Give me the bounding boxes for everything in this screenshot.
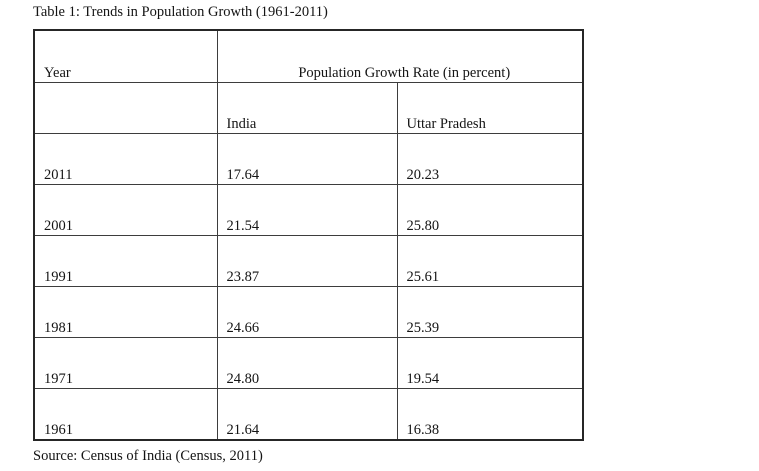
table-row: 1971 24.80 19.54	[35, 336, 582, 389]
table-header-row-secondary: India Uttar Pradesh	[35, 81, 582, 134]
population-growth-table-container: Year Population Growth Rate (in percent)…	[33, 29, 584, 441]
cell-year: 1991	[35, 234, 218, 287]
cell-year: 2001	[35, 183, 218, 236]
cell-india: 17.64	[216, 132, 398, 185]
column-header-population-growth-rate: Population Growth Rate (in percent)	[216, 31, 582, 83]
cell-uttar-pradesh: 20.23	[396, 132, 582, 185]
cell-india: 24.66	[216, 285, 398, 338]
table-row: 1961 21.64 16.38	[35, 387, 582, 439]
table-source-note: Source: Census of India (Census, 2011)	[33, 448, 263, 464]
cell-uttar-pradesh: 16.38	[396, 387, 582, 439]
table-row: 2001 21.54 25.80	[35, 183, 582, 236]
cell-india: 21.54	[216, 183, 398, 236]
cell-uttar-pradesh: 25.80	[396, 183, 582, 236]
cell-year: 1981	[35, 285, 218, 338]
cell-uttar-pradesh: 19.54	[396, 336, 582, 389]
column-header-india: India	[216, 81, 398, 134]
table-caption: Table 1: Trends in Population Growth (19…	[33, 4, 328, 20]
cell-uttar-pradesh: 25.39	[396, 285, 582, 338]
column-header-blank	[35, 81, 218, 134]
cell-year: 1961	[35, 387, 218, 439]
population-growth-table: Year Population Growth Rate (in percent)…	[35, 31, 582, 439]
column-header-uttar-pradesh: Uttar Pradesh	[396, 81, 582, 134]
table-header-row-primary: Year Population Growth Rate (in percent)	[35, 31, 582, 83]
cell-india: 23.87	[216, 234, 398, 287]
cell-uttar-pradesh: 25.61	[396, 234, 582, 287]
cell-india: 21.64	[216, 387, 398, 439]
table-row: 1991 23.87 25.61	[35, 234, 582, 287]
cell-india: 24.80	[216, 336, 398, 389]
cell-year: 1971	[35, 336, 218, 389]
table-row: 2011 17.64 20.23	[35, 132, 582, 185]
column-header-year: Year	[35, 31, 218, 83]
cell-year: 2011	[35, 132, 218, 185]
table-row: 1981 24.66 25.39	[35, 285, 582, 338]
